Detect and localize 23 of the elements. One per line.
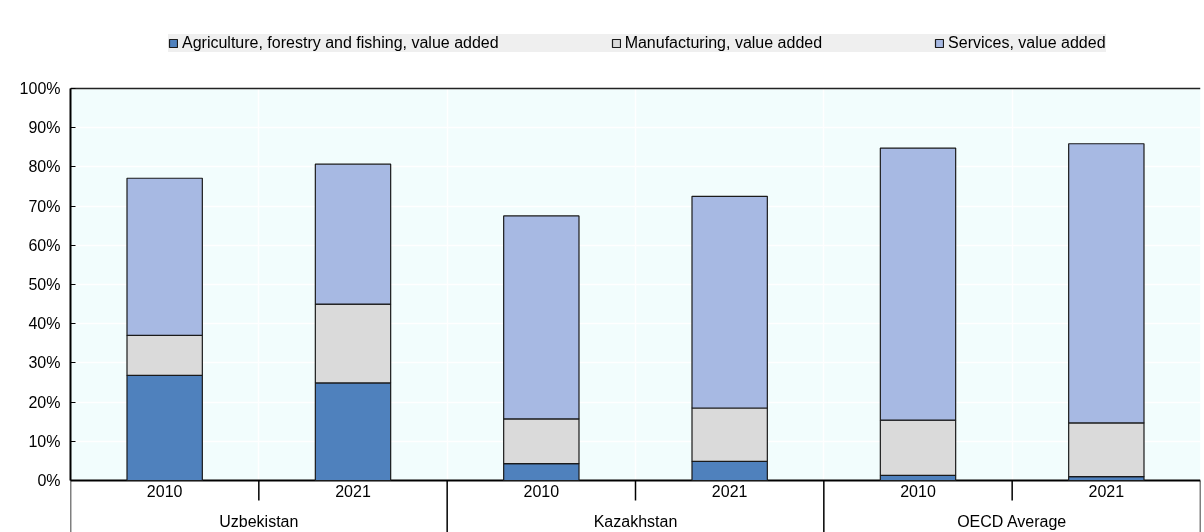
text: Kazakhstan — [593, 513, 678, 530]
y-tick-label: 80% — [28, 158, 61, 176]
x-tick-label: 2021 — [711, 482, 748, 500]
y-tick-label: 10% — [28, 432, 61, 450]
y-tick-label: 60% — [28, 236, 61, 254]
y-tick-label: 20% — [28, 393, 61, 411]
x-tick-label: 2010 — [146, 482, 183, 500]
x-tick-label: 2021 — [1088, 482, 1125, 500]
y-tick-label: 90% — [28, 119, 61, 137]
y-tick-label: 0% — [37, 472, 61, 489]
legend-label: Services, value added — [948, 34, 1106, 52]
y-tick-label: 40% — [28, 315, 61, 333]
y-tick-label: 100% — [19, 80, 61, 97]
text: OECD Average — [957, 513, 1067, 530]
x-tick-label: 2021 — [335, 482, 371, 500]
legend-label: Manufacturing, value added — [624, 34, 823, 52]
legend-label: Agriculture, forestry and fishing, value added — [182, 34, 499, 52]
y-tick-label: 30% — [28, 354, 61, 372]
x-tick-label: 2010 — [900, 482, 936, 500]
x-tick-label: 2010 — [523, 482, 560, 500]
y-tick-label: 50% — [28, 276, 61, 293]
y-tick-label: 70% — [28, 197, 61, 215]
text: Uzbekistan — [219, 513, 299, 530]
